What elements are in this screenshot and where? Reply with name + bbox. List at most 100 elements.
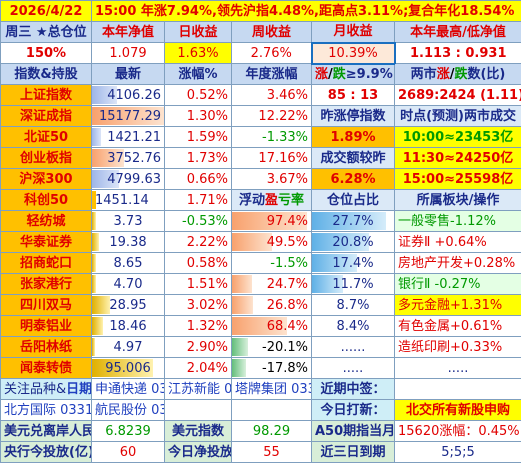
watch-item: 航民股份 0331 [92,400,165,421]
today-ipo: 北交所有新股申购 [395,400,521,421]
label-limit-index: 昨涨停指数 [312,106,395,127]
holding-weight: 8.7% [312,295,395,316]
holding-price: 3.73 [92,211,165,232]
index-price: 1421.21 [92,127,165,148]
holding-change: 2.04% [165,358,232,379]
holding-name: 轻纺城 [1,211,92,232]
hdr-day: 日收益 [165,22,232,43]
a50-label: A50期指当月 [312,421,395,442]
holding-pnl: 24.7% [232,274,312,295]
holding-change: 3.02% [165,295,232,316]
index-change: 0.66% [165,169,232,190]
adv-dec-ratio: 2689:2424 (1.11) [395,85,521,106]
holding-price: 28.95 [92,295,165,316]
turnover-change: 6.28% [312,169,395,190]
holding-name: 张家港行 [1,274,92,295]
hdr-hilo: 本年最高/低净值 [395,22,521,43]
index-name: 创业板指 [1,148,92,169]
holding-pnl: 97.4% [232,211,312,232]
holding-weight: 17.4% [312,253,395,274]
holding-name: 招商蛇口 [1,253,92,274]
holding-pnl: -20.1% [232,337,312,358]
holding-weight: ...... [312,337,395,358]
usd-cnh-label: 美元兑离岸人民币 [1,421,92,442]
pboc-net-label: 今日净投放 [165,442,232,463]
holding-sector: 造纸印刷+0.33% [395,337,521,358]
holding-sector: 银行Ⅱ -0.27% [395,274,521,295]
holding-change: -0.53% [165,211,232,232]
dxy: 98.29 [232,421,312,442]
holding-price: 19.38 [92,232,165,253]
dxy-label: 美元指数 [165,421,232,442]
empty-cell [165,400,232,421]
holding-sector: 房地产开发+0.28% [395,253,521,274]
holding-pnl: -1.5% [232,253,312,274]
watch-item: 北方国际 0331 [1,400,92,421]
usd-cnh: 6.8239 [92,421,165,442]
report-date: 2026/4/22 [1,1,92,22]
holding-price: 95.006 [92,358,165,379]
hdr-month: 月收益 [312,22,395,43]
holding-change: 0.58% [165,253,232,274]
index-price: 4106.26 [92,85,165,106]
index-change: 1.59% [165,127,232,148]
index-price: 15177.29 [92,106,165,127]
hdr-nav: 本年净值 [92,22,165,43]
holding-sector: 多元金融+1.31% [395,295,521,316]
hdr-weight: 仓位占比 [312,190,395,211]
index-change: 1.73% [165,148,232,169]
hdr-float-pnl: 浮动盈亏率 [232,190,312,211]
hdr-limit: 涨/跌≥9.9% [312,64,395,85]
holding-weight: 20.8% [312,232,395,253]
holding-pnl: 26.8% [232,295,312,316]
hdr-holdings: 指数&持股 [1,64,92,85]
index-price: 3752.76 [92,148,165,169]
holding-weight: 8.4% [312,316,395,337]
index-name: 深证成指 [1,106,92,127]
holding-sector: ..... [395,358,521,379]
holding-sector: 有色金属+0.61% [395,316,521,337]
hdr-sector: 所属板块/操作 [395,190,521,211]
holding-price: 18.46 [92,316,165,337]
holding-weight: 27.7% [312,211,395,232]
hilo-nav: 1.113 : 0.931 [395,43,521,64]
index-name: 科创50 [1,190,92,211]
holding-pnl: 68.4% [232,316,312,337]
watchlist-label: 关注品种&日期 [1,379,92,400]
index-year: 3.46% [232,85,312,106]
hdr-change: 涨幅% [165,64,232,85]
index-name: 北证50 [1,127,92,148]
month-return: 10.39% [312,43,395,64]
week-return: 2.76% [232,43,312,64]
holding-weight: ..... [312,358,395,379]
hdr-latest: 最新 [92,64,165,85]
index-change: 1.71% [165,190,232,211]
holding-name: 闻泰转债 [1,358,92,379]
holding-weight: 11.7% [312,274,395,295]
summary-line: 15:00 年涨7.94%,领先沪指4.48%,距高点3.11%;复合年化18.… [92,1,521,22]
index-change: 0.52% [165,85,232,106]
watch-item: 江苏新能 0318 [165,379,232,400]
holding-pnl: 49.5% [232,232,312,253]
index-price: 1451.14 [92,190,165,211]
holding-price: 4.97 [92,337,165,358]
recent-ipo [395,379,521,400]
holding-change: 1.51% [165,274,232,295]
pboc-net: 55 [232,442,312,463]
pboc-label: 央行今投放(亿) [1,442,92,463]
limit-index-value: 1.89% [312,127,395,148]
holding-change: 2.22% [165,232,232,253]
holding-sector: 证券Ⅱ +0.64% [395,232,521,253]
index-year: 3.67% [232,169,312,190]
index-year: 17.16% [232,148,312,169]
index-price: 4799.63 [92,169,165,190]
holding-sector: 一般零售-1.12% [395,211,521,232]
holding-pnl: -17.8% [232,358,312,379]
hdr-week: 周收益 [232,22,312,43]
holding-name: 明泰铝业 [1,316,92,337]
a50: 15620涨幅：0.45% [395,421,521,442]
limit-ratio: 85 : 13 [312,85,395,106]
index-year: -1.33% [232,127,312,148]
day-return: 1.63% [165,43,232,64]
